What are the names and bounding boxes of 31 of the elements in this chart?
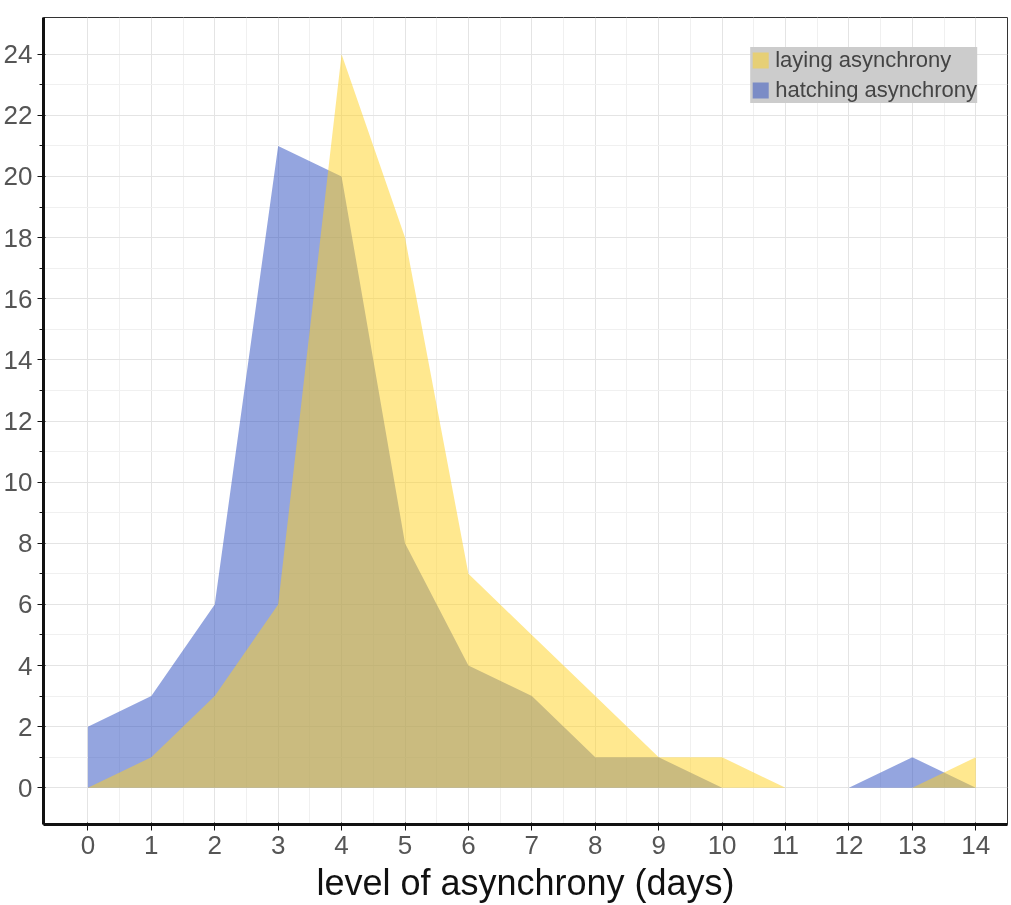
x-tick-label: 5 bbox=[397, 829, 413, 860]
y-tick-label: 16 bbox=[3, 283, 33, 314]
legend-label: laying asynchrony bbox=[775, 47, 952, 73]
x-tick-label: 4 bbox=[334, 829, 349, 860]
y-tick-label: 12 bbox=[3, 406, 33, 436]
x-tick-label: 6 bbox=[461, 829, 476, 860]
y-tick-label: 20 bbox=[3, 161, 33, 192]
x-tick-label: 1 bbox=[144, 829, 159, 860]
x-tick-label: 2 bbox=[207, 829, 222, 860]
y-tick-label: 22 bbox=[3, 100, 33, 131]
x-tick-label: 13 bbox=[897, 829, 927, 860]
x-tick-label: 0 bbox=[80, 829, 96, 860]
y-tick-label: 0 bbox=[18, 772, 33, 803]
x-axis-title: level of asynchrony (days) bbox=[316, 861, 735, 903]
y-tick-label: 24 bbox=[3, 39, 33, 70]
y-tick-label: 18 bbox=[3, 222, 33, 253]
x-tick-label: 12 bbox=[834, 829, 864, 860]
x-tick-label: 11 bbox=[772, 829, 800, 860]
y-tick-label: 8 bbox=[18, 528, 33, 559]
x-tick-label: 7 bbox=[524, 829, 540, 860]
legend-label: hatching asynchrony bbox=[775, 77, 977, 103]
y-tick-label: 10 bbox=[3, 467, 33, 498]
x-tick-label: 3 bbox=[270, 829, 286, 860]
y-tick-label: 2 bbox=[18, 711, 33, 742]
x-tick-label: 8 bbox=[588, 829, 603, 860]
y-tick-label: 4 bbox=[18, 650, 33, 681]
x-tick-label: 14 bbox=[961, 829, 991, 860]
x-tick-label: 9 bbox=[651, 829, 666, 860]
y-tick-label: 14 bbox=[3, 344, 33, 375]
x-tick-label: 10 bbox=[707, 829, 737, 860]
y-tick-label: 6 bbox=[18, 589, 33, 620]
